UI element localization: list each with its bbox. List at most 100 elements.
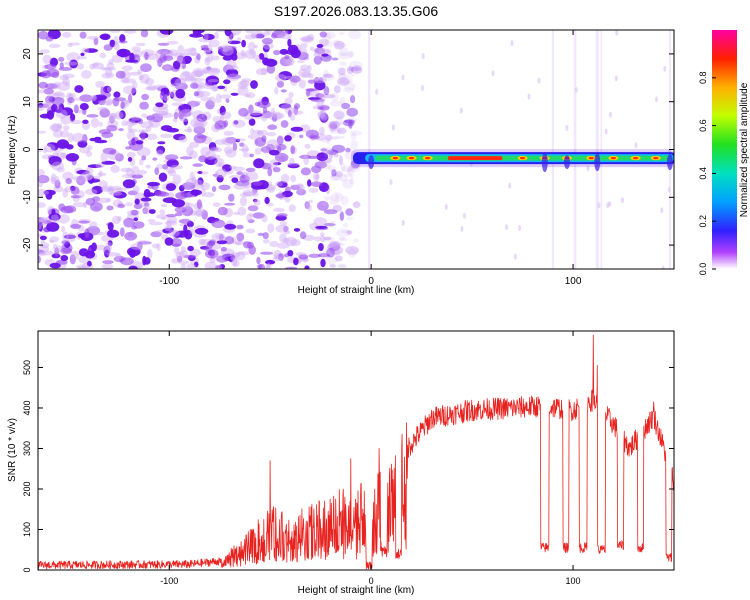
noise-blob (66, 232, 76, 243)
noise-blob (38, 202, 46, 208)
noise-blob (182, 70, 190, 77)
noise-blob (109, 30, 121, 33)
noise-blob (348, 119, 353, 129)
noise-blob (51, 214, 59, 222)
noise-blob (216, 174, 224, 183)
noise-blob (151, 243, 159, 249)
faint-speck (604, 128, 608, 135)
noise-blob (183, 48, 191, 56)
noise-blob (308, 199, 313, 203)
noise-blob (345, 208, 354, 216)
noise-blob (119, 110, 126, 120)
noise-blob (190, 76, 198, 84)
noise-blob (45, 68, 60, 78)
noise-blob (313, 52, 321, 58)
noise-blob (329, 120, 341, 129)
noise-blob (317, 200, 329, 211)
noise-blob (70, 195, 82, 199)
snr-x-tick-label: 0 (369, 576, 374, 586)
noise-blob (290, 184, 300, 190)
noise-blob (80, 52, 85, 57)
noise-blob (93, 37, 99, 46)
noise-blob (254, 137, 266, 147)
noise-blob (156, 214, 170, 219)
noise-blob (81, 70, 92, 79)
noise-blob (101, 263, 114, 269)
noise-blob (219, 105, 226, 116)
noise-blob (120, 101, 125, 109)
noise-blob (346, 117, 358, 124)
noise-blob (70, 186, 80, 195)
faint-speck (518, 224, 522, 231)
noise-blob (43, 88, 54, 95)
noise-blob (98, 180, 109, 189)
noise-blob (180, 108, 194, 117)
noise-blob (159, 133, 173, 139)
noise-blob (194, 227, 209, 235)
noise-blob (103, 44, 113, 51)
noise-blob (224, 45, 237, 51)
noise-blob (327, 124, 337, 131)
noise-blob (122, 179, 136, 189)
noise-blob (284, 135, 292, 142)
noise-blob (239, 142, 245, 147)
noise-blob (90, 94, 98, 102)
noise-blob (152, 106, 160, 113)
noise-blob (257, 264, 263, 269)
noise-blob (156, 145, 166, 155)
noise-blob (252, 212, 265, 219)
noise-blob (43, 220, 52, 225)
noise-blob (341, 162, 346, 172)
noise-blob (160, 203, 168, 208)
noise-blob (59, 62, 64, 69)
noise-blob (165, 154, 179, 161)
noise-blob (284, 55, 290, 60)
noise-blob (79, 146, 91, 154)
noise-blob (261, 113, 268, 122)
noise-blob (287, 57, 295, 66)
noise-blob (304, 201, 310, 210)
noise-blob (148, 209, 156, 214)
noise-blob (330, 174, 340, 181)
noise-blob (334, 194, 340, 201)
noise-blob (49, 124, 63, 132)
noise-blob (69, 42, 81, 46)
noise-blob (331, 169, 337, 177)
noise-blob (115, 70, 126, 79)
noise-blob (327, 165, 337, 172)
noise-blob (57, 214, 70, 224)
noise-blob (186, 263, 196, 269)
noise-blob (214, 171, 219, 179)
noise-blob (189, 141, 199, 148)
noise-blob (181, 110, 192, 117)
noise-blob (181, 60, 187, 69)
noise-blob (241, 39, 247, 48)
noise-blob (183, 254, 197, 259)
noise-blob (58, 203, 66, 212)
noise-blob (165, 220, 177, 226)
noise-blob (146, 115, 155, 121)
noise-blob (108, 59, 114, 65)
noise-blob (343, 119, 356, 124)
noise-blob (187, 126, 192, 133)
noise-blob (301, 35, 314, 43)
noise-blob (84, 48, 98, 53)
noise-blob (278, 33, 292, 40)
noise-blob (268, 149, 280, 156)
noise-blob (159, 30, 174, 35)
noise-blob (233, 211, 241, 216)
noise-blob (195, 209, 203, 218)
noise-blob (309, 46, 315, 52)
noise-blob (220, 111, 232, 120)
noise-blob (334, 171, 343, 178)
faint-speck (389, 179, 393, 186)
noise-blob (95, 80, 105, 88)
colorbar-tick-label: 0.4 (698, 167, 708, 180)
noise-blob (280, 89, 287, 93)
noise-blob (248, 118, 256, 126)
noise-blob (294, 183, 303, 190)
faint-speck (401, 74, 405, 81)
noise-blob (290, 126, 304, 132)
noise-blob (62, 125, 70, 131)
noise-blob (175, 88, 186, 99)
